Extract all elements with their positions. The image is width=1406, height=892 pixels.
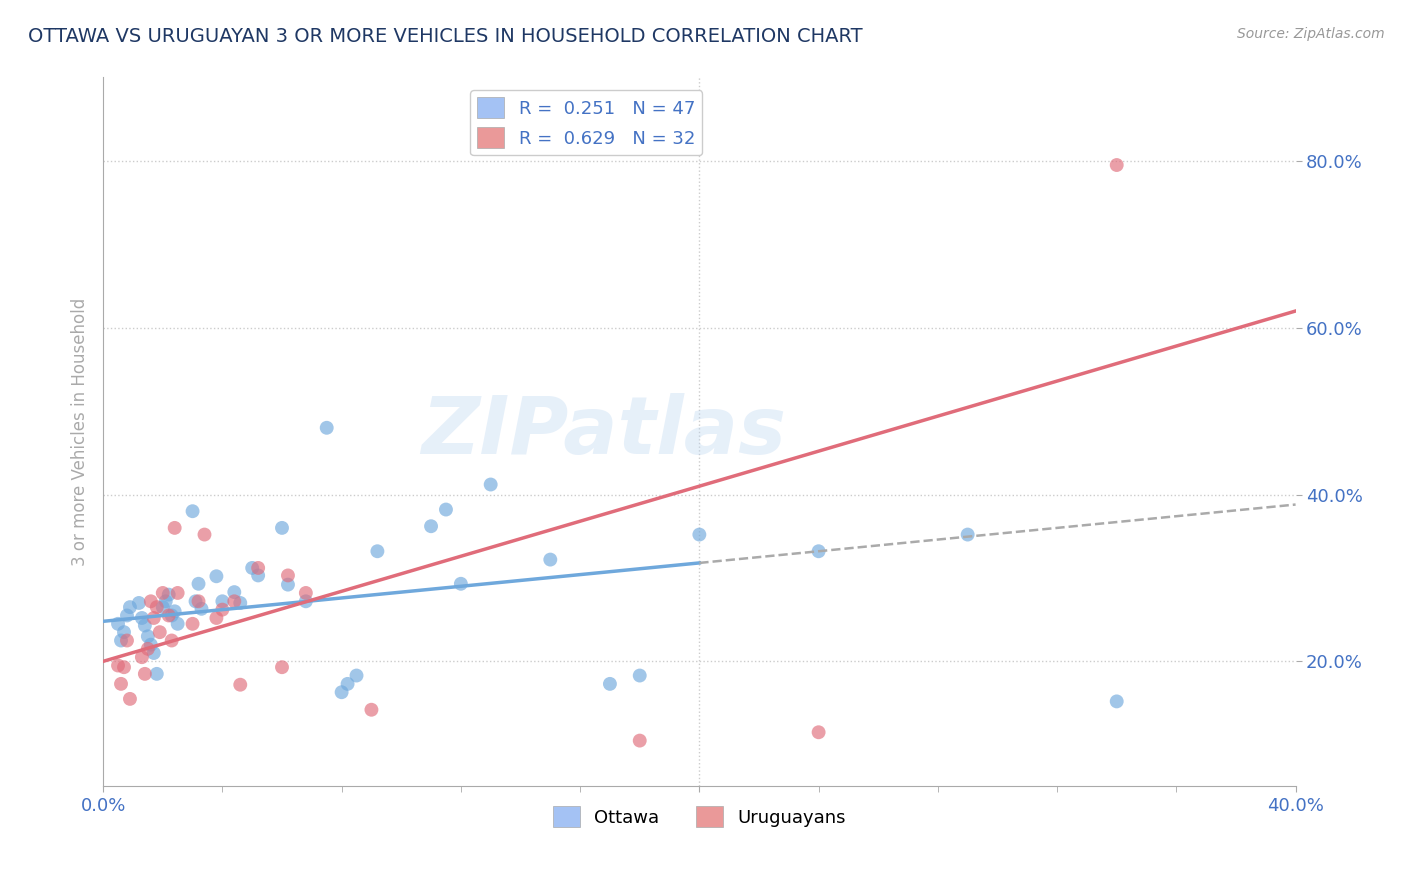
- Point: [115, 608, 138, 623]
- Point: [115, 633, 138, 648]
- Point: [155, 594, 177, 608]
- Point: [295, 586, 318, 600]
- Point: [134, 618, 156, 632]
- Text: OTTAWA VS URUGUAYAN 3 OR MORE VEHICLES IN HOUSEHOLD CORRELATION CHART: OTTAWA VS URUGUAYAN 3 OR MORE VEHICLES I…: [28, 27, 863, 45]
- Point: [139, 638, 162, 652]
- Point: [315, 421, 337, 435]
- Legend: Ottawa, Uruguayans: Ottawa, Uruguayans: [546, 799, 853, 834]
- Point: [134, 666, 156, 681]
- Point: [110, 633, 132, 648]
- Point: [807, 544, 830, 558]
- Point: [336, 677, 359, 691]
- Point: [152, 600, 174, 615]
- Point: [190, 602, 212, 616]
- Point: [628, 668, 651, 682]
- Point: [434, 502, 457, 516]
- Point: [163, 521, 186, 535]
- Point: [131, 611, 153, 625]
- Point: [187, 576, 209, 591]
- Point: [205, 569, 228, 583]
- Point: [184, 594, 207, 608]
- Point: [224, 594, 246, 608]
- Point: [160, 608, 183, 623]
- Point: [181, 504, 204, 518]
- Point: [247, 561, 270, 575]
- Point: [139, 594, 162, 608]
- Text: ZIPatlas: ZIPatlas: [422, 393, 786, 471]
- Point: [479, 477, 502, 491]
- Point: [107, 616, 129, 631]
- Point: [599, 677, 621, 691]
- Point: [271, 521, 294, 535]
- Point: [118, 600, 141, 615]
- Point: [240, 561, 263, 575]
- Text: Source: ZipAtlas.com: Source: ZipAtlas.com: [1237, 27, 1385, 41]
- Point: [956, 527, 979, 541]
- Point: [420, 519, 443, 533]
- Point: [166, 616, 188, 631]
- Point: [181, 616, 204, 631]
- Point: [450, 576, 472, 591]
- Point: [229, 678, 252, 692]
- Point: [112, 660, 135, 674]
- Point: [136, 629, 159, 643]
- Point: [128, 596, 150, 610]
- Point: [807, 725, 830, 739]
- Point: [330, 685, 353, 699]
- Point: [360, 703, 382, 717]
- Point: [271, 660, 294, 674]
- Point: [152, 586, 174, 600]
- Point: [295, 594, 318, 608]
- Point: [107, 658, 129, 673]
- Point: [211, 602, 233, 616]
- Point: [110, 677, 132, 691]
- Point: [112, 625, 135, 640]
- Point: [688, 527, 710, 541]
- Point: [211, 594, 233, 608]
- Point: [146, 600, 169, 615]
- Point: [1105, 158, 1128, 172]
- Point: [224, 585, 246, 599]
- Point: [149, 625, 172, 640]
- Point: [366, 544, 388, 558]
- Point: [205, 611, 228, 625]
- Point: [142, 646, 165, 660]
- Point: [136, 641, 159, 656]
- Point: [346, 668, 368, 682]
- Point: [160, 633, 183, 648]
- Point: [142, 611, 165, 625]
- Point: [163, 604, 186, 618]
- Point: [131, 650, 153, 665]
- Point: [1105, 694, 1128, 708]
- Point: [193, 527, 215, 541]
- Point: [157, 588, 180, 602]
- Point: [146, 666, 169, 681]
- Point: [118, 692, 141, 706]
- Point: [277, 568, 299, 582]
- Point: [247, 568, 270, 582]
- Point: [157, 608, 180, 623]
- Y-axis label: 3 or more Vehicles in Household: 3 or more Vehicles in Household: [72, 298, 89, 566]
- Point: [166, 586, 188, 600]
- Point: [187, 594, 209, 608]
- Point: [277, 577, 299, 591]
- Point: [229, 596, 252, 610]
- Point: [538, 552, 561, 566]
- Point: [628, 733, 651, 747]
